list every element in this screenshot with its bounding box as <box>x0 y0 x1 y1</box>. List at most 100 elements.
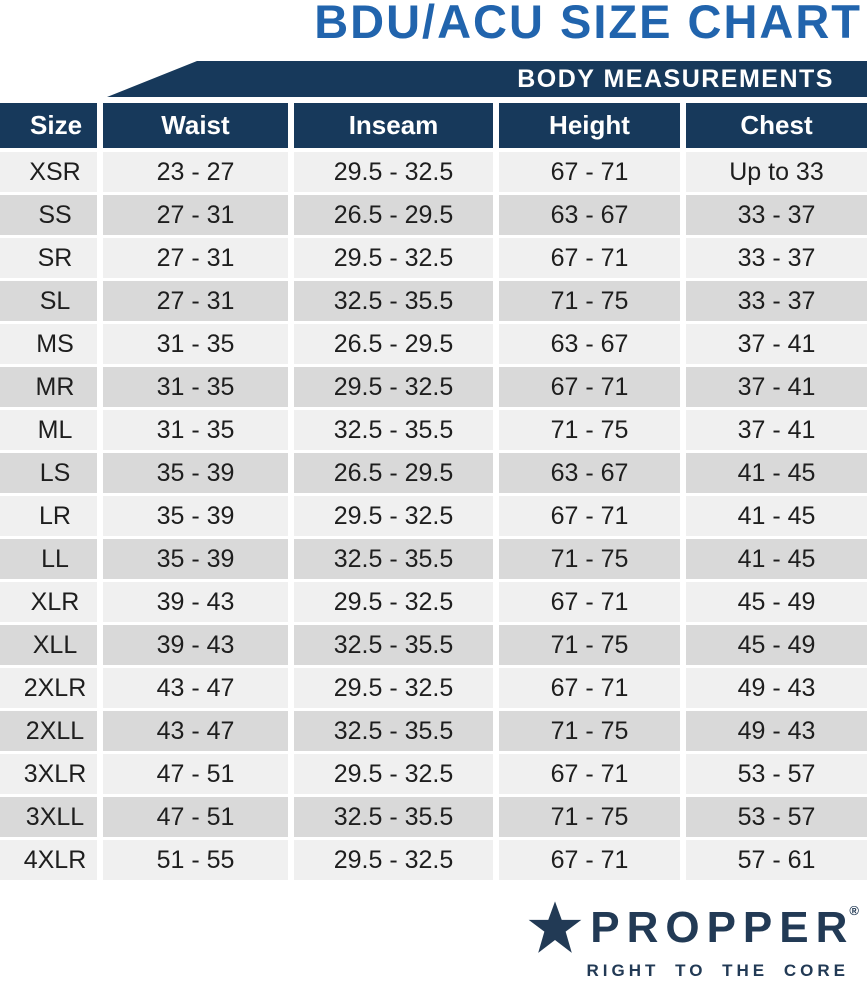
size-cell: XLR <box>0 582 97 622</box>
value-cell: 67 - 71 <box>499 582 680 622</box>
table-row: 3XLL 47 - 51 32.5 - 35.5 71 - 75 53 - 57 <box>0 797 867 837</box>
value-cell: 43 - 47 <box>103 711 288 751</box>
value-cell: 41 - 45 <box>686 539 867 579</box>
value-cell: 53 - 57 <box>686 754 867 794</box>
value-cell: 29.5 - 32.5 <box>294 367 493 407</box>
value-cell: 32.5 - 35.5 <box>294 281 493 321</box>
value-cell: 67 - 71 <box>499 152 680 192</box>
size-cell: MR <box>0 367 97 407</box>
value-cell: 29.5 - 32.5 <box>294 840 493 880</box>
size-cell: SL <box>0 281 97 321</box>
size-cell: 2XLR <box>0 668 97 708</box>
value-cell: 49 - 43 <box>686 711 867 751</box>
size-cell: SS <box>0 195 97 235</box>
size-cell: 3XLR <box>0 754 97 794</box>
value-cell: 35 - 39 <box>103 496 288 536</box>
size-table-body: XSR 23 - 27 29.5 - 32.5 67 - 71 Up to 33 SS 27… <box>0 152 867 880</box>
value-cell: 71 - 75 <box>499 410 680 450</box>
size-cell: 2XLL <box>0 711 97 751</box>
header-cell-inseam: Inseam <box>294 103 493 148</box>
table-row: SL 27 - 31 32.5 - 35.5 71 - 75 33 - 37 <box>0 281 867 321</box>
table-row: XLR 39 - 43 29.5 - 32.5 67 - 71 45 - 49 <box>0 582 867 622</box>
value-cell: 57 - 61 <box>686 840 867 880</box>
value-cell: 63 - 67 <box>499 195 680 235</box>
propper-logo: PROPPER ® RIGHT TO THE CORE <box>527 901 859 981</box>
value-cell: 45 - 49 <box>686 582 867 622</box>
value-cell: 26.5 - 29.5 <box>294 195 493 235</box>
value-cell: 51 - 55 <box>103 840 288 880</box>
size-cell: ML <box>0 410 97 450</box>
value-cell: 32.5 - 35.5 <box>294 711 493 751</box>
size-cell: XSR <box>0 152 97 192</box>
value-cell: 45 - 49 <box>686 625 867 665</box>
value-cell: 32.5 - 35.5 <box>294 539 493 579</box>
value-cell: 43 - 47 <box>103 668 288 708</box>
value-cell: 33 - 37 <box>686 238 867 278</box>
table-row: 2XLL 43 - 47 32.5 - 35.5 71 - 75 49 - 43 <box>0 711 867 751</box>
value-cell: Up to 33 <box>686 152 867 192</box>
size-cell: MS <box>0 324 97 364</box>
value-cell: 41 - 45 <box>686 496 867 536</box>
value-cell: 67 - 71 <box>499 238 680 278</box>
size-cell: XLL <box>0 625 97 665</box>
banner-label: BODY MEASUREMENTS <box>517 65 834 93</box>
table-row: XLL 39 - 43 32.5 - 35.5 71 - 75 45 - 49 <box>0 625 867 665</box>
size-cell: LL <box>0 539 97 579</box>
value-cell: 29.5 - 32.5 <box>294 238 493 278</box>
table-row: MR 31 - 35 29.5 - 32.5 67 - 71 37 - 41 <box>0 367 867 407</box>
value-cell: 67 - 71 <box>499 840 680 880</box>
value-cell: 67 - 71 <box>499 754 680 794</box>
value-cell: 31 - 35 <box>103 367 288 407</box>
value-cell: 31 - 35 <box>103 410 288 450</box>
value-cell: 29.5 - 32.5 <box>294 582 493 622</box>
table-row: 2XLR 43 - 47 29.5 - 32.5 67 - 71 49 - 43 <box>0 668 867 708</box>
registered-mark: ® <box>849 903 859 918</box>
size-table: Size Waist Inseam Height Chest XSR 23 - 27 29.… <box>0 103 867 883</box>
value-cell: 67 - 71 <box>499 496 680 536</box>
value-cell: 47 - 51 <box>103 754 288 794</box>
value-cell: 37 - 41 <box>686 324 867 364</box>
table-row: 4XLR 51 - 55 29.5 - 32.5 67 - 71 57 - 61 <box>0 840 867 880</box>
value-cell: 35 - 39 <box>103 539 288 579</box>
table-row: LL 35 - 39 32.5 - 35.5 71 - 75 41 - 45 <box>0 539 867 579</box>
table-row: SR 27 - 31 29.5 - 32.5 67 - 71 33 - 37 <box>0 238 867 278</box>
value-cell: 39 - 43 <box>103 625 288 665</box>
value-cell: 71 - 75 <box>499 281 680 321</box>
table-row: ML 31 - 35 32.5 - 35.5 71 - 75 37 - 41 <box>0 410 867 450</box>
value-cell: 29.5 - 32.5 <box>294 668 493 708</box>
value-cell: 37 - 41 <box>686 410 867 450</box>
value-cell: 63 - 67 <box>499 453 680 493</box>
value-cell: 49 - 43 <box>686 668 867 708</box>
value-cell: 67 - 71 <box>499 367 680 407</box>
value-cell: 27 - 31 <box>103 281 288 321</box>
value-cell: 27 - 31 <box>103 238 288 278</box>
star-icon <box>528 901 582 953</box>
brand-tagline: RIGHT TO THE CORE <box>586 961 849 980</box>
value-cell: 32.5 - 35.5 <box>294 625 493 665</box>
header-cell-chest: Chest <box>686 103 867 148</box>
value-cell: 27 - 31 <box>103 195 288 235</box>
value-cell: 71 - 75 <box>499 797 680 837</box>
size-cell: LS <box>0 453 97 493</box>
logo-row: PROPPER ® <box>527 901 859 955</box>
value-cell: 35 - 39 <box>103 453 288 493</box>
value-cell: 29.5 - 32.5 <box>294 754 493 794</box>
page-title: BDU/ACU SIZE CHART <box>314 0 862 48</box>
value-cell: 47 - 51 <box>103 797 288 837</box>
header-cell-size: Size <box>0 103 97 148</box>
value-cell: 23 - 27 <box>103 152 288 192</box>
size-table-header: Size Waist Inseam Height Chest <box>0 103 867 148</box>
value-cell: 31 - 35 <box>103 324 288 364</box>
value-cell: 71 - 75 <box>499 711 680 751</box>
table-row: SS 27 - 31 26.5 - 29.5 63 - 67 33 - 37 <box>0 195 867 235</box>
header-cell-waist: Waist <box>103 103 288 148</box>
value-cell: 41 - 45 <box>686 453 867 493</box>
size-cell: 4XLR <box>0 840 97 880</box>
value-cell: 33 - 37 <box>686 195 867 235</box>
value-cell: 32.5 - 35.5 <box>294 797 493 837</box>
value-cell: 33 - 37 <box>686 281 867 321</box>
value-cell: 71 - 75 <box>499 539 680 579</box>
value-cell: 53 - 57 <box>686 797 867 837</box>
value-cell: 29.5 - 32.5 <box>294 496 493 536</box>
